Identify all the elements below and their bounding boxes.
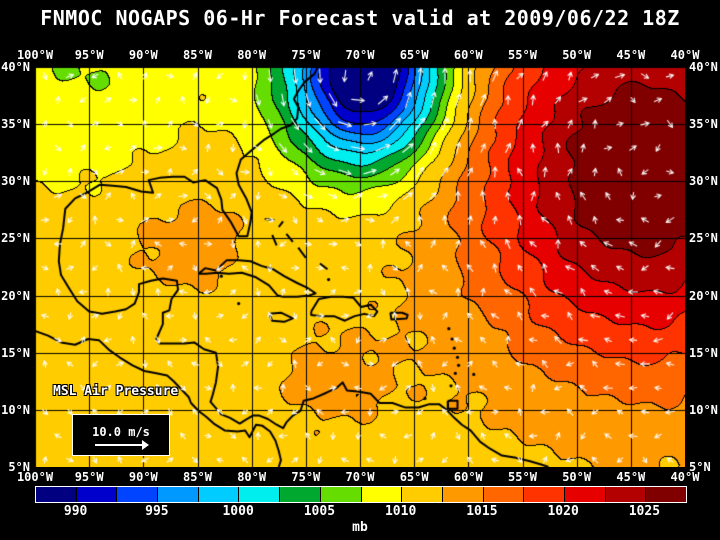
lon-tick-label: 60°W bbox=[453, 470, 483, 484]
colorbar-segment bbox=[279, 487, 320, 502]
lon-tick-label: 55°W bbox=[508, 470, 537, 484]
lon-tick-label: 80°W bbox=[237, 470, 267, 484]
lat-tick-label: 5°N bbox=[8, 460, 30, 474]
colorbar-segment bbox=[75, 487, 117, 502]
colorbar-segment bbox=[401, 487, 442, 502]
colorbar-tick-label: 1025 bbox=[628, 504, 661, 519]
lon-tick-label: 70°W bbox=[345, 48, 375, 62]
lat-tick-label: 35°N bbox=[689, 117, 718, 132]
colorbar-tick-label: 1020 bbox=[547, 504, 579, 519]
colorbar-segment bbox=[36, 487, 76, 502]
lat-tick-label: 15°N bbox=[1, 345, 30, 360]
lon-tick-label: 80°W bbox=[237, 48, 267, 62]
field-label: MSL Air Pressure bbox=[53, 384, 179, 399]
colorbar-segment bbox=[360, 487, 402, 502]
lat-tick-label: 15°N bbox=[689, 345, 718, 360]
colorbar-segment bbox=[523, 487, 564, 502]
colorbar-segment bbox=[319, 487, 361, 502]
lon-tick-label: 100°W bbox=[16, 470, 54, 484]
lat-tick-label: 30°N bbox=[689, 174, 718, 189]
lat-tick-label: 30°N bbox=[1, 174, 30, 189]
colorbar-segment bbox=[482, 487, 524, 502]
colorbar-segment bbox=[563, 487, 605, 502]
colorbar bbox=[35, 486, 687, 503]
lat-tick-label: 20°N bbox=[689, 288, 718, 303]
lat-tick-label: 10°N bbox=[1, 402, 30, 417]
wind-scale-value: 10.0 m/s bbox=[92, 424, 150, 439]
lat-tick-label: 25°N bbox=[1, 231, 30, 246]
colorbar-segment bbox=[197, 487, 239, 502]
colorbar-segment bbox=[157, 487, 198, 502]
lat-axis-right: 40°N 35°N 30°N 25°N 20°N 15°N 10°N 5°N bbox=[687, 60, 720, 474]
colorbar-tick-label: 1000 bbox=[222, 504, 254, 519]
lon-tick-label: 50°W bbox=[562, 470, 592, 484]
lon-tick-label: 40°W bbox=[670, 48, 700, 62]
lon-tick-label: 95°W bbox=[74, 48, 104, 62]
lon-tick-label: 65°W bbox=[399, 48, 429, 62]
lon-axis-bottom: 100°W 95°W 90°W 85°W 80°W 75°W 70°W 65°W 60°W 55°… bbox=[17, 470, 700, 484]
pressure-field-map bbox=[35, 67, 685, 467]
lon-tick-label: 70°W bbox=[345, 470, 375, 484]
lon-tick-label: 50°W bbox=[562, 48, 592, 62]
map-area: MSL Air Pressure 10.0 m/s bbox=[35, 67, 685, 467]
lat-tick-label: 5°N bbox=[689, 460, 711, 474]
colorbar-tick-label: 1005 bbox=[303, 504, 336, 519]
lat-tick-label: 40°N bbox=[1, 60, 30, 74]
colorbar-tick-label: 1010 bbox=[384, 504, 417, 519]
colorbar-tick-labels: 990 995 1000 1005 1010 1015 1020 1025 bbox=[35, 504, 685, 519]
lon-axis-top: 100°W 95°W 90°W 85°W 80°W 75°W 70°W 65°W 60°W 55°… bbox=[17, 48, 700, 62]
lon-tick-label: 85°W bbox=[183, 48, 212, 62]
colorbar-segment bbox=[645, 487, 686, 502]
colorbar-tick-label: 990 bbox=[63, 504, 88, 519]
wind-scale-arrow-icon bbox=[95, 439, 149, 450]
page-title: FNMOC NOGAPS 06-Hr Forecast valid at 200… bbox=[40, 6, 680, 30]
lat-axis-left: 40°N 35°N 30°N 25°N 20°N 15°N 10°N 5°N bbox=[0, 60, 33, 474]
lon-tick-label: 75°W bbox=[291, 470, 321, 484]
lon-tick-label: 90°W bbox=[128, 470, 158, 484]
lon-tick-label: 85°W bbox=[183, 470, 212, 484]
colorbar-segment bbox=[604, 487, 646, 502]
lat-tick-label: 20°N bbox=[1, 288, 30, 303]
colorbar-segment bbox=[238, 487, 280, 502]
colorbar-tick-label: 1015 bbox=[466, 504, 498, 519]
lon-tick-label: 65°W bbox=[399, 470, 429, 484]
lon-tick-label: 100°W bbox=[16, 48, 54, 62]
wind-scale-legend: 10.0 m/s bbox=[72, 414, 170, 456]
lon-tick-label: 60°W bbox=[453, 48, 483, 62]
lon-tick-label: 95°W bbox=[74, 470, 104, 484]
colorbar-segment bbox=[116, 487, 158, 502]
lon-tick-label: 40°W bbox=[670, 470, 700, 484]
colorbar-segment bbox=[441, 487, 483, 502]
lat-tick-label: 25°N bbox=[689, 231, 718, 246]
lat-tick-label: 40°N bbox=[689, 60, 718, 74]
lon-tick-label: 55°W bbox=[508, 48, 537, 62]
lon-tick-label: 45°W bbox=[616, 470, 646, 484]
lon-tick-label: 75°W bbox=[291, 48, 321, 62]
colorbar-unit-label: mb bbox=[352, 520, 368, 535]
lat-tick-label: 10°N bbox=[689, 402, 718, 417]
colorbar-tick-label: 995 bbox=[145, 504, 169, 519]
lon-tick-label: 90°W bbox=[128, 48, 158, 62]
lon-tick-label: 45°W bbox=[616, 48, 646, 62]
lat-tick-label: 35°N bbox=[1, 117, 30, 132]
